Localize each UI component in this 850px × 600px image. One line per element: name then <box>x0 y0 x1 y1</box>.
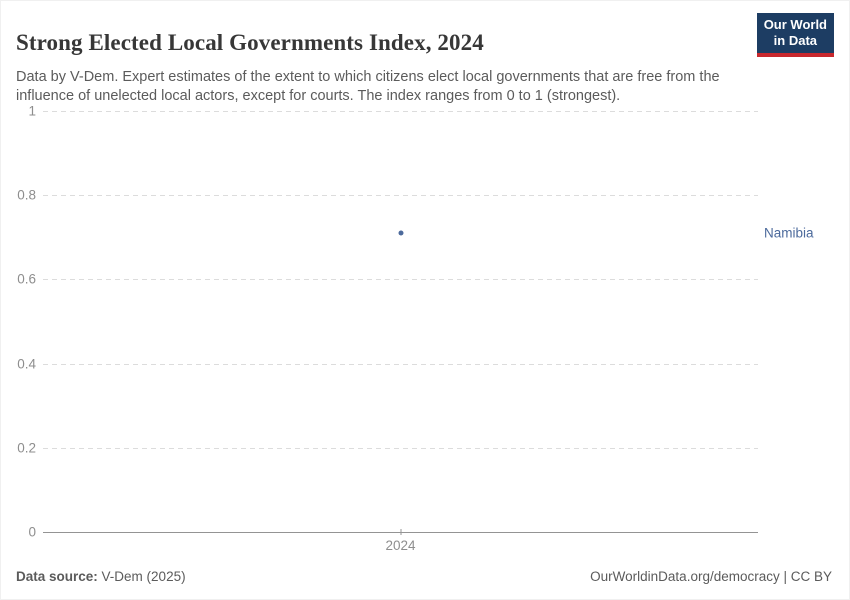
y-axis-tick-label: 0.6 <box>17 271 36 287</box>
y-axis-tick-label: 1 <box>28 103 36 119</box>
gridline <box>43 195 758 197</box>
owid-logo-line2: in Data <box>773 33 818 48</box>
data-source-value: V-Dem (2025) <box>101 569 186 584</box>
y-axis-tick-label: 0.8 <box>17 187 36 203</box>
x-axis-tick <box>400 529 401 535</box>
data-source: Data source: V-Dem (2025) <box>16 569 186 584</box>
gridline <box>43 447 758 449</box>
chart-footer: Data source: V-Dem (2025) OurWorldinData… <box>16 569 832 584</box>
y-axis-tick-label: 0.4 <box>17 356 36 372</box>
data-source-label: Data source: <box>16 569 98 584</box>
gridline <box>43 279 758 281</box>
plot-area: 0 0.2 0.4 0.6 0.8 1 2024 Namibia <box>1 104 813 554</box>
chart-title: Strong Elected Local Governments Index, … <box>16 30 484 56</box>
owid-logo-line1: Our World <box>763 17 827 32</box>
credit-link[interactable]: OurWorldinData.org/democracy | CC BY <box>590 569 832 584</box>
chart-subtitle: Data by V-Dem. Expert estimates of the e… <box>16 68 720 104</box>
entity-label-namibia[interactable]: Namibia <box>764 225 814 241</box>
gridline <box>43 111 758 112</box>
y-axis-tick-label: 0 <box>28 524 36 540</box>
data-point-namibia[interactable] <box>398 230 403 236</box>
gridline <box>43 363 758 365</box>
owid-logo[interactable]: Our World in Data <box>756 13 834 57</box>
x-axis-tick-label: 2024 <box>385 538 416 553</box>
y-axis-tick-label: 0.2 <box>17 440 36 456</box>
